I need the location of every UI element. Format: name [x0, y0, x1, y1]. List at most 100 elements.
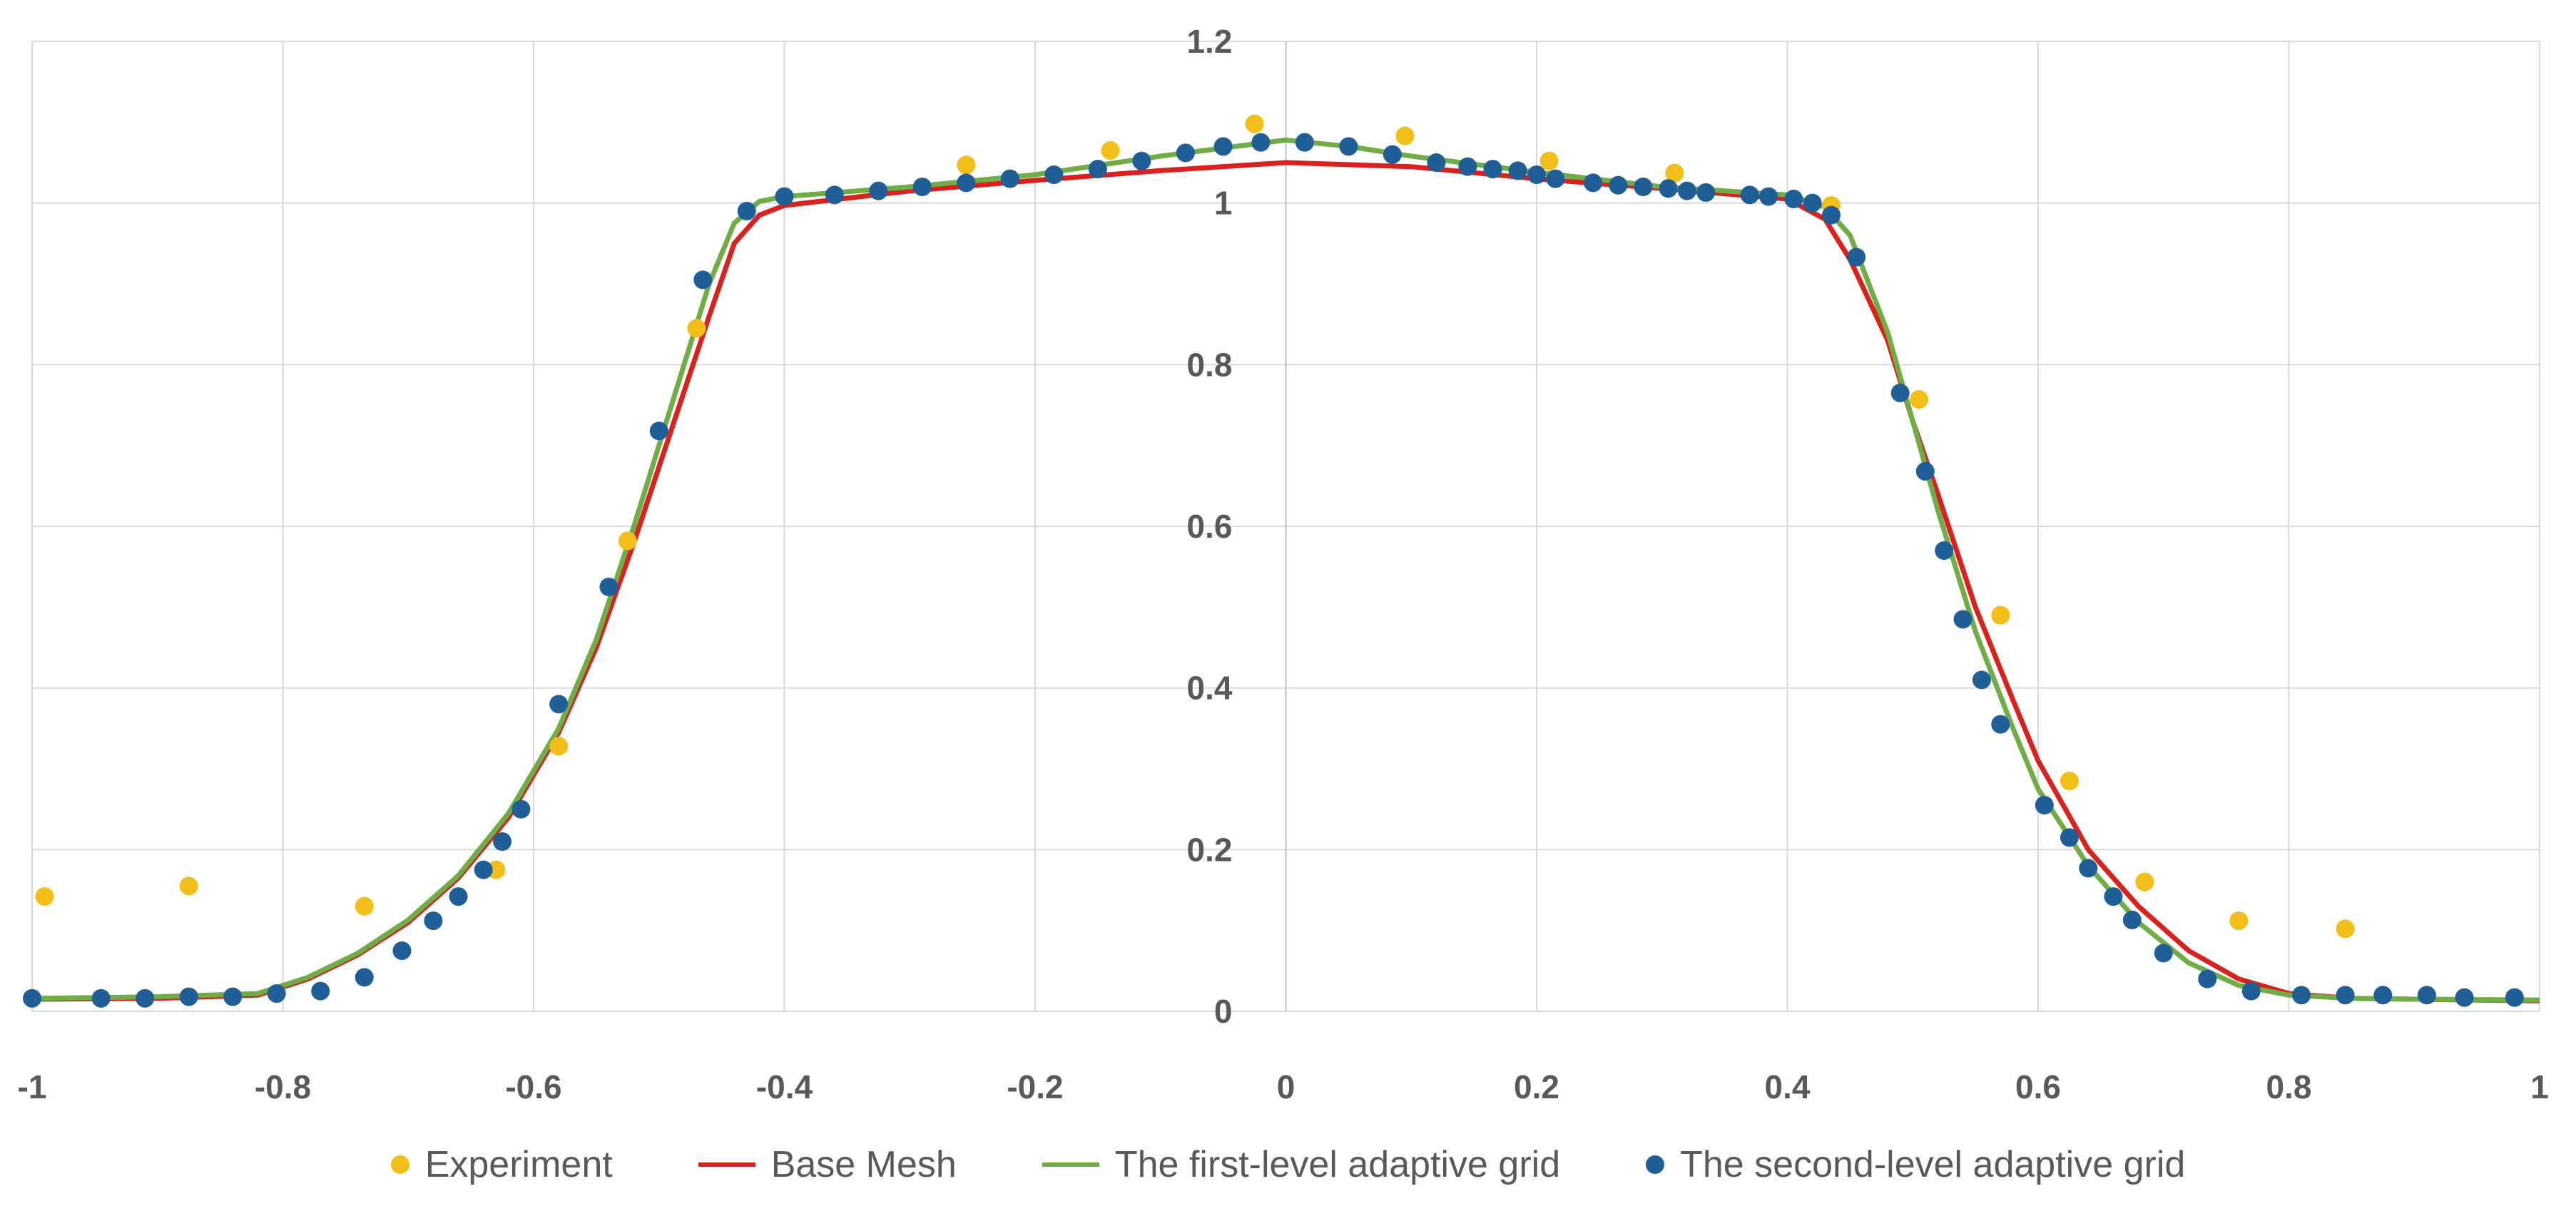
point-the-second-level-adaptive-grid-54 [1935, 541, 1954, 560]
point-the-second-level-adaptive-grid-67 [2336, 986, 2355, 1005]
point-the-second-level-adaptive-grid-63 [2154, 944, 2173, 963]
point-the-second-level-adaptive-grid-12 [493, 832, 512, 851]
point-the-second-level-adaptive-grid-68 [2373, 986, 2393, 1005]
point-the-second-level-adaptive-grid-41 [1609, 175, 1628, 195]
legend-label-second-level: The second-level adaptive grid [1680, 1144, 2186, 1185]
x-tick-label-9: 0.8 [2266, 1068, 2312, 1105]
point-the-second-level-adaptive-grid-66 [2292, 986, 2311, 1005]
point-the-second-level-adaptive-grid-29 [1213, 137, 1233, 156]
point-experiment-6 [687, 319, 706, 338]
point-the-second-level-adaptive-grid-18 [737, 202, 756, 220]
x-tick-label-7: 0.4 [1765, 1068, 1811, 1105]
legend: Experiment Base Mesh The first-level ada… [0, 1133, 2576, 1197]
point-the-second-level-adaptive-grid-60 [2079, 859, 2098, 878]
point-the-second-level-adaptive-grid-64 [2198, 969, 2217, 988]
point-the-second-level-adaptive-grid-50 [1822, 205, 1841, 225]
point-experiment-16 [2060, 772, 2079, 790]
legend-label-base-mesh: Base Mesh [770, 1144, 957, 1185]
point-the-second-level-adaptive-grid-58 [2035, 796, 2054, 814]
point-the-second-level-adaptive-grid-6 [311, 981, 330, 1001]
point-the-second-level-adaptive-grid-15 [599, 578, 618, 596]
point-the-second-level-adaptive-grid-28 [1176, 143, 1195, 163]
point-the-second-level-adaptive-grid-13 [511, 799, 531, 819]
point-experiment-2 [355, 896, 374, 916]
point-the-second-level-adaptive-grid-11 [474, 860, 493, 879]
y-tick-label-6: 1.2 [1187, 23, 1233, 60]
point-the-second-level-adaptive-grid-70 [2455, 988, 2474, 1007]
y-tick-label-5: 1 [1214, 185, 1233, 222]
x-tick-label-5: 0 [1277, 1068, 1295, 1105]
y-tick-label-4: 0.8 [1187, 346, 1233, 383]
grid-lines [31, 41, 2540, 1012]
point-the-second-level-adaptive-grid-32 [1339, 137, 1358, 156]
x-tick-label-0: -1 [18, 1068, 47, 1105]
point-the-second-level-adaptive-grid-55 [1953, 610, 1972, 629]
x-tick-label-4: -0.2 [1007, 1068, 1063, 1105]
legend-marker-base-mesh [698, 1162, 755, 1167]
point-the-second-level-adaptive-grid-9 [424, 911, 443, 931]
point-the-second-level-adaptive-grid-14 [549, 695, 569, 714]
point-the-second-level-adaptive-grid-42 [1634, 178, 1653, 196]
point-the-second-level-adaptive-grid-16 [649, 421, 668, 441]
point-the-second-level-adaptive-grid-49 [1803, 193, 1822, 213]
point-experiment-0 [35, 887, 54, 906]
point-the-second-level-adaptive-grid-46 [1740, 185, 1759, 205]
legend-marker-experiment [390, 1155, 409, 1174]
series-layer [23, 114, 2540, 1008]
point-the-second-level-adaptive-grid-3 [179, 987, 198, 1006]
point-experiment-15 [1991, 605, 2010, 625]
point-the-second-level-adaptive-grid-27 [1132, 151, 1151, 170]
point-the-second-level-adaptive-grid-4 [223, 987, 243, 1006]
point-the-second-level-adaptive-grid-47 [1759, 187, 1778, 206]
point-experiment-14 [1910, 390, 1929, 409]
point-the-second-level-adaptive-grid-59 [2060, 828, 2079, 847]
point-the-second-level-adaptive-grid-31 [1295, 133, 1314, 152]
x-tick-label-6: 0.2 [1514, 1068, 1559, 1105]
point-experiment-10 [1395, 126, 1415, 145]
point-the-second-level-adaptive-grid-20 [825, 185, 844, 205]
legend-item-second-level: The second-level adaptive grid [1646, 1143, 2185, 1186]
point-the-second-level-adaptive-grid-25 [1044, 165, 1064, 184]
point-the-second-level-adaptive-grid-33 [1383, 145, 1402, 164]
point-the-second-level-adaptive-grid-48 [1784, 190, 1803, 208]
point-the-second-level-adaptive-grid-52 [1890, 384, 1910, 402]
point-experiment-18 [2229, 911, 2249, 931]
point-the-second-level-adaptive-grid-22 [912, 178, 932, 196]
series-points-experiment [35, 114, 2355, 939]
legend-marker-second-level [1646, 1155, 1665, 1174]
x-tick-label-8: 0.6 [2015, 1068, 2061, 1105]
point-the-second-level-adaptive-grid-2 [136, 988, 155, 1008]
point-the-second-level-adaptive-grid-26 [1088, 160, 1107, 179]
point-the-second-level-adaptive-grid-51 [1847, 247, 1866, 267]
y-tick-label-2: 0.4 [1187, 670, 1233, 707]
point-the-second-level-adaptive-grid-8 [392, 941, 412, 960]
x-axis-tick-labels: -1 -0.8 -0.6 -0.4 -0.2 0 0.2 0.4 0.6 0.8 1 [18, 1068, 2549, 1105]
point-experiment-11 [1539, 151, 1559, 170]
point-the-second-level-adaptive-grid-37 [1508, 161, 1527, 180]
legend-label-first-level: The first-level adaptive grid [1114, 1144, 1561, 1185]
point-the-second-level-adaptive-grid-34 [1427, 153, 1446, 172]
point-the-second-level-adaptive-grid-7 [355, 968, 374, 987]
point-the-second-level-adaptive-grid-1 [91, 988, 111, 1008]
point-the-second-level-adaptive-grid-17 [693, 270, 713, 290]
point-the-second-level-adaptive-grid-19 [775, 187, 794, 206]
point-experiment-12 [1665, 163, 1684, 183]
y-axis-tick-labels: 0 0.2 0.4 0.6 0.8 1 1.2 [1187, 23, 1233, 1030]
point-the-second-level-adaptive-grid-5 [267, 984, 286, 1003]
point-the-second-level-adaptive-grid-0 [23, 988, 41, 1008]
point-experiment-8 [1101, 141, 1120, 160]
y-tick-label-0: 0 [1214, 993, 1233, 1030]
point-experiment-4 [549, 737, 569, 756]
point-the-second-level-adaptive-grid-45 [1696, 183, 1716, 202]
point-the-second-level-adaptive-grid-62 [2122, 910, 2142, 929]
point-the-second-level-adaptive-grid-39 [1546, 169, 1565, 188]
point-the-second-level-adaptive-grid-10 [449, 887, 468, 906]
point-the-second-level-adaptive-grid-43 [1659, 179, 1678, 198]
point-the-second-level-adaptive-grid-23 [957, 173, 976, 193]
point-the-second-level-adaptive-grid-35 [1458, 157, 1477, 176]
y-tick-label-3: 0.6 [1187, 508, 1233, 545]
point-the-second-level-adaptive-grid-24 [1000, 169, 1019, 188]
point-the-second-level-adaptive-grid-40 [1584, 173, 1603, 193]
point-experiment-7 [957, 155, 976, 175]
